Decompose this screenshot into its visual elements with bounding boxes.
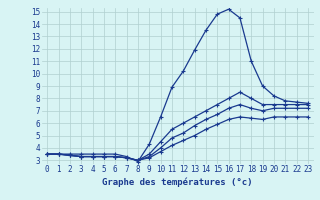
X-axis label: Graphe des températures (°c): Graphe des températures (°c) (102, 177, 253, 187)
